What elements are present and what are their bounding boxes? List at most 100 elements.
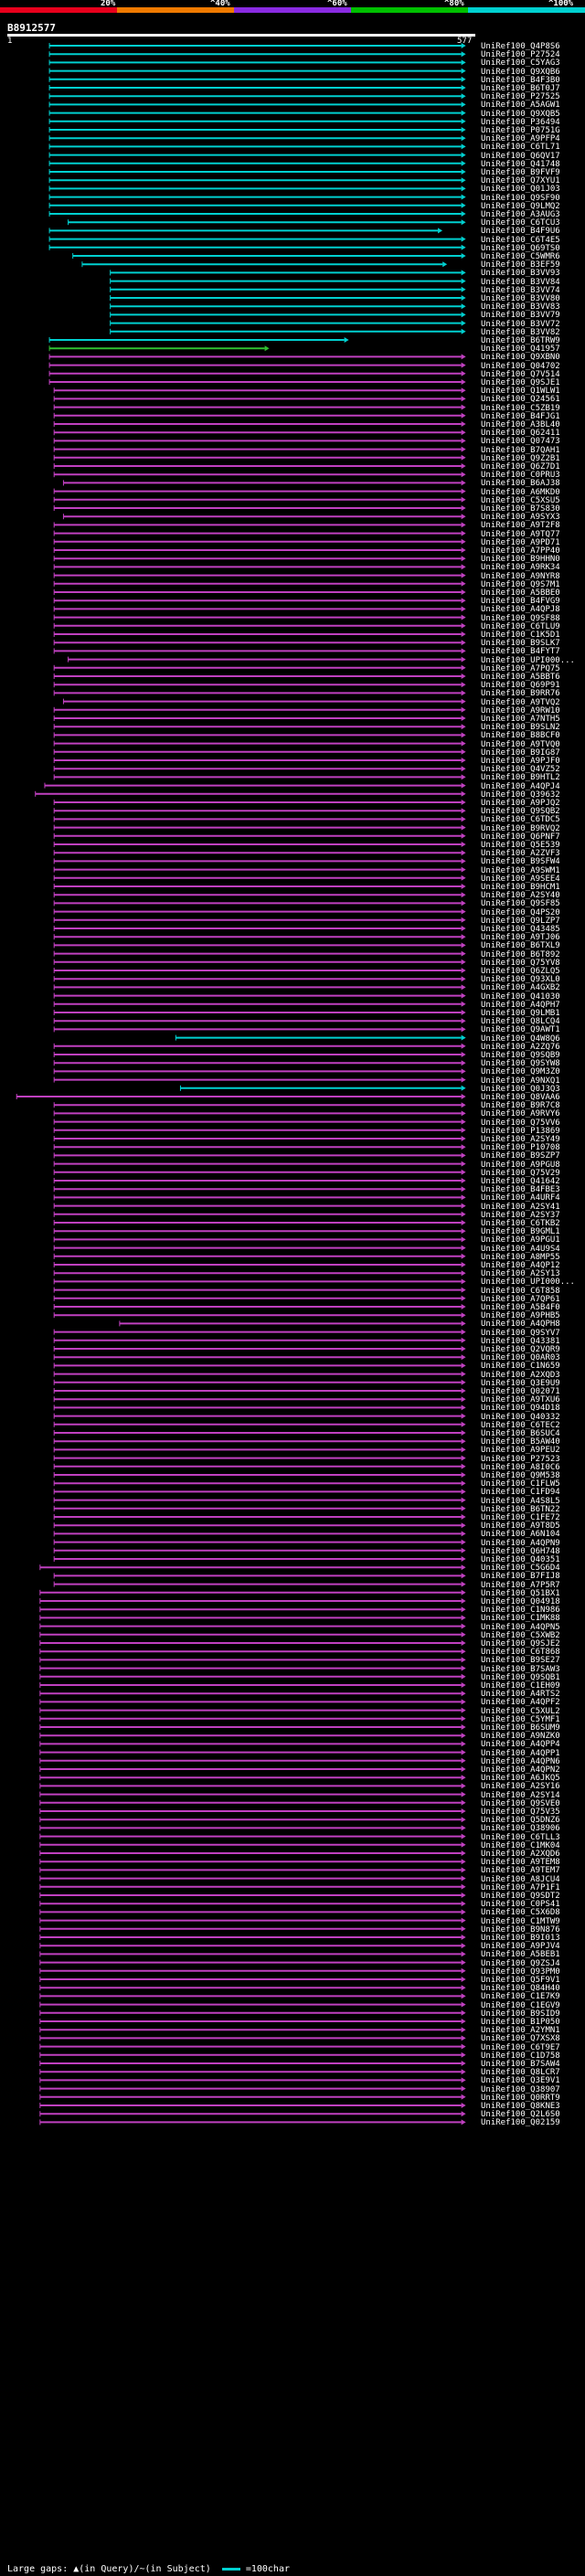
hit-label[interactable]: UniRef100_Q9S7M1: [481, 579, 560, 589]
hit-label[interactable]: UniRef100_B3VV84: [481, 277, 560, 287]
hit-label[interactable]: UniRef100_A4S8L5: [481, 1496, 560, 1506]
hit-label[interactable]: UniRef100_Q93PM0: [481, 1966, 560, 1977]
hit-label[interactable]: UniRef100_Q9SQB2: [481, 807, 560, 817]
hit-label[interactable]: UniRef100_C1FD94: [481, 1488, 560, 1498]
hit-label[interactable]: UniRef100_A4QPN5: [481, 1622, 560, 1632]
hit-label[interactable]: UniRef100_A2SY16: [481, 1782, 560, 1792]
hit-label[interactable]: UniRef100_C1N659: [481, 1362, 560, 1372]
hit-label[interactable]: UniRef100_A9NZK0: [481, 1732, 560, 1742]
hit-label[interactable]: UniRef100_A4QPH8: [481, 1320, 560, 1330]
hit-label[interactable]: UniRef100_Q62411: [481, 429, 560, 439]
hit-label[interactable]: UniRef100_A8MP55: [481, 1252, 560, 1262]
hit-label[interactable]: UniRef100_Q04702: [481, 361, 560, 371]
hit-label[interactable]: UniRef100_B9RR76: [481, 689, 560, 699]
hit-label[interactable]: UniRef100_A9PGU1: [481, 1235, 560, 1246]
hit-label[interactable]: UniRef100_B9HCM1: [481, 883, 560, 892]
hit-label[interactable]: UniRef100_A4QPJ4: [481, 781, 560, 791]
hit-label[interactable]: UniRef100_Q43381: [481, 1336, 560, 1346]
hit-label[interactable]: UniRef100_A9TVQ0: [481, 739, 560, 749]
hit-label[interactable]: UniRef100_A9SYX3: [481, 513, 560, 523]
hit-label[interactable]: UniRef100_B4F9U6: [481, 227, 560, 237]
hit-label[interactable]: UniRef100_Q07473: [481, 437, 560, 447]
hit-label[interactable]: UniRef100_C0PS41: [481, 1900, 560, 1910]
hit-label[interactable]: UniRef100_B6TXL9: [481, 941, 560, 951]
hit-label[interactable]: UniRef100_C1FE72: [481, 1513, 560, 1522]
hit-label[interactable]: UniRef100_B9SLK7: [481, 639, 560, 649]
hit-label[interactable]: UniRef100_A9TEM8: [481, 1858, 560, 1868]
hit-label[interactable]: UniRef100_C5YMF1: [481, 1714, 560, 1724]
hit-label[interactable]: UniRef100_Q7XYU1: [481, 176, 560, 186]
hit-label[interactable]: UniRef100_Q9SJE2: [481, 1639, 560, 1648]
hit-label[interactable]: UniRef100_A3BL40: [481, 420, 560, 429]
hit-label[interactable]: UniRef100_B9N876: [481, 1924, 560, 1935]
hit-label[interactable]: UniRef100_A4RTS2: [481, 1690, 560, 1700]
hit-label[interactable]: UniRef100_B9IG87: [481, 747, 560, 758]
hit-label[interactable]: UniRef100_C6TLU9: [481, 621, 560, 631]
hit-label[interactable]: UniRef100_A2YMN1: [481, 2026, 560, 2036]
hit-label[interactable]: UniRef100_A7NTH5: [481, 715, 560, 724]
hit-label[interactable]: UniRef100_B3VV82: [481, 327, 560, 337]
hit-label[interactable]: UniRef100_A7PQ75: [481, 663, 560, 673]
hit-label[interactable]: UniRef100_A9PEU2: [481, 1446, 560, 1456]
hit-label[interactable]: UniRef100_Q9M3Z0: [481, 1067, 560, 1077]
hit-label[interactable]: UniRef100_A8I0C6: [481, 1462, 560, 1472]
hit-label[interactable]: UniRef100_B8BCF0: [481, 731, 560, 741]
hit-label[interactable]: UniRef100_Q9ZSJ4: [481, 1958, 560, 1968]
hit-label[interactable]: UniRef100_Q9SF85: [481, 899, 560, 909]
hit-label[interactable]: UniRef100_C1MK88: [481, 1614, 560, 1624]
hit-label[interactable]: UniRef100_B7SAW4: [481, 2060, 560, 2069]
hit-label[interactable]: UniRef100_A5B4F0: [481, 1303, 560, 1312]
hit-label[interactable]: UniRef100_A9RVY6: [481, 1109, 560, 1119]
hit-label[interactable]: UniRef100_B9HTL2: [481, 773, 560, 783]
hit-label[interactable]: UniRef100_Q9SYW8: [481, 1059, 560, 1069]
hit-label[interactable]: UniRef100_C5YAG3: [481, 58, 560, 69]
hit-label[interactable]: UniRef100_A7P1F1: [481, 1882, 560, 1892]
hit-label[interactable]: UniRef100_A2SY41: [481, 1202, 560, 1212]
hit-label[interactable]: UniRef100_Q4P8S6: [481, 42, 560, 51]
hit-label[interactable]: UniRef100_Q40332: [481, 1412, 560, 1422]
hit-label[interactable]: UniRef100_Q41030: [481, 991, 560, 1002]
hit-label[interactable]: UniRef100_Q8VAA6: [481, 1093, 560, 1102]
hit-label[interactable]: UniRef100_B4FBE3: [481, 1185, 560, 1195]
hit-label[interactable]: UniRef100_C6T868: [481, 1648, 560, 1658]
hit-label[interactable]: UniRef100_Q9AWT1: [481, 1025, 560, 1035]
hit-label[interactable]: UniRef100_A6JKQ5: [481, 1774, 560, 1784]
hit-label[interactable]: UniRef100_B7FIJ8: [481, 1572, 560, 1582]
hit-label[interactable]: UniRef100_A8JCU4: [481, 1874, 560, 1884]
hit-label[interactable]: UniRef100_Q9SQB9: [481, 1051, 560, 1060]
hit-label[interactable]: UniRef100_C6T858: [481, 1286, 560, 1296]
hit-label[interactable]: UniRef100_B7S830: [481, 504, 560, 514]
hit-label[interactable]: UniRef100_C6TKB2: [481, 1219, 560, 1228]
hit-label[interactable]: UniRef100_B4FYT7: [481, 647, 560, 657]
hit-label[interactable]: UniRef100_Q9SVE0: [481, 1798, 560, 1808]
hit-label[interactable]: UniRef100_C5WMR6: [481, 252, 560, 261]
hit-label[interactable]: UniRef100_C6TLL3: [481, 1832, 560, 1842]
hit-label[interactable]: UniRef100_B7SAW3: [481, 1664, 560, 1674]
hit-label[interactable]: UniRef100_Q1WLW1: [481, 387, 560, 397]
hit-label[interactable]: UniRef100_A4QP12: [481, 1261, 560, 1270]
hit-label[interactable]: UniRef100_B9SLN2: [481, 723, 560, 733]
hit-label[interactable]: UniRef100_B9SID9: [481, 2009, 560, 2019]
hit-label[interactable]: UniRef100_Q9XBN0: [481, 353, 560, 363]
hit-label[interactable]: UniRef100_A9PFP4: [481, 134, 560, 144]
hit-label[interactable]: UniRef100_Q9LMQ2: [481, 201, 560, 211]
hit-label[interactable]: UniRef100_Q75YV8: [481, 958, 560, 968]
hit-label[interactable]: UniRef100_C6T4E5: [481, 235, 560, 245]
hit-label[interactable]: UniRef100_Q40351: [481, 1555, 560, 1564]
hit-label[interactable]: UniRef100_Q3E9V1: [481, 2076, 560, 2086]
hit-label[interactable]: UniRef100_C1MK04: [481, 1840, 560, 1850]
hit-label[interactable]: UniRef100_A5BEB1: [481, 1950, 560, 1960]
hit-label[interactable]: UniRef100_A5BBT6: [481, 673, 560, 682]
hit-label[interactable]: UniRef100_B6AJ38: [481, 479, 560, 489]
hit-label[interactable]: UniRef100_A2SY37: [481, 1210, 560, 1220]
hit-label[interactable]: UniRef100_Q9SJE1: [481, 378, 560, 387]
hit-label[interactable]: UniRef100_A9PGU8: [481, 1160, 560, 1170]
hit-label[interactable]: UniRef100_B6TN22: [481, 1504, 560, 1514]
hit-label[interactable]: UniRef100_A4QPJ8: [481, 605, 560, 615]
hit-label[interactable]: UniRef100_A4QPN2: [481, 1765, 560, 1775]
hit-label[interactable]: UniRef100_B3VV83: [481, 302, 560, 313]
hit-label[interactable]: UniRef100_Q2L6S0: [481, 2110, 560, 2120]
hit-label[interactable]: UniRef100_A2SY40: [481, 891, 560, 901]
hit-label[interactable]: UniRef100_C5G6D4: [481, 1564, 560, 1574]
hit-label[interactable]: UniRef100_A9PHB5: [481, 1311, 560, 1321]
